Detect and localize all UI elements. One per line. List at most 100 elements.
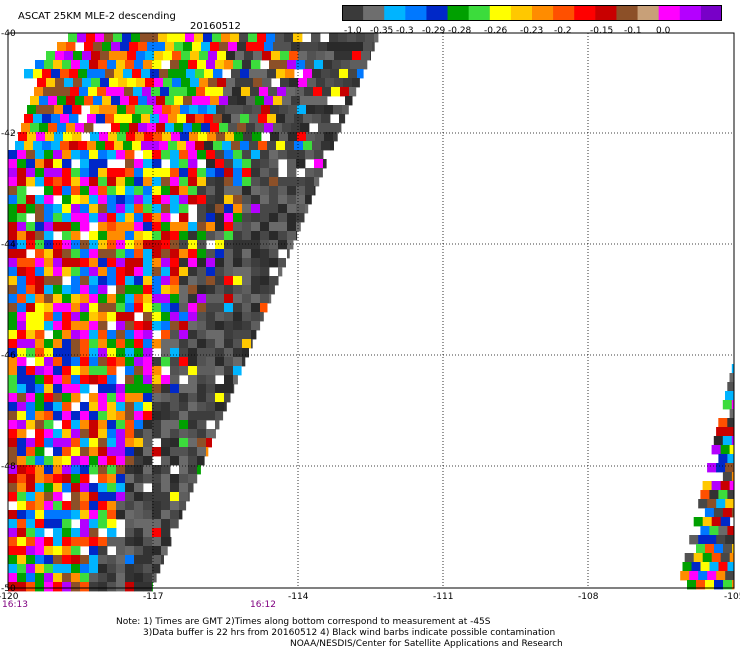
swath-cell bbox=[89, 420, 99, 430]
swath-cell bbox=[8, 276, 18, 286]
swath-cell bbox=[8, 555, 18, 565]
swath-cell bbox=[287, 249, 290, 259]
swath-cell bbox=[62, 258, 72, 268]
swath-cell bbox=[188, 321, 198, 331]
swath-cell bbox=[125, 339, 135, 349]
swath-cell bbox=[53, 258, 63, 268]
swath-cell bbox=[35, 267, 45, 277]
swath-cell bbox=[8, 348, 18, 358]
swath-cell bbox=[159, 141, 169, 151]
swath-cell bbox=[215, 429, 216, 439]
swath-cell bbox=[188, 267, 198, 277]
swath-cell bbox=[207, 132, 217, 142]
swath-cell bbox=[54, 105, 64, 115]
swath-cell bbox=[170, 456, 180, 466]
swath-cell bbox=[179, 321, 189, 331]
swath-cell bbox=[62, 168, 72, 178]
swath-cell bbox=[725, 571, 735, 581]
swath-cell bbox=[314, 60, 324, 70]
swath-cell bbox=[26, 492, 36, 502]
colorbar-swatch bbox=[553, 5, 575, 21]
swath-cell bbox=[98, 384, 108, 394]
swath-cell bbox=[73, 51, 83, 61]
swath-cell bbox=[17, 447, 27, 457]
swath-cell bbox=[215, 366, 225, 376]
swath-cell bbox=[172, 51, 182, 61]
swath-cell bbox=[215, 231, 225, 241]
swath-cell bbox=[224, 222, 234, 232]
swath-cell bbox=[93, 42, 103, 52]
swath-cell bbox=[258, 69, 268, 79]
swath-cell bbox=[71, 474, 81, 484]
swath-cell bbox=[242, 303, 252, 313]
swath-cell bbox=[116, 555, 126, 565]
swath-cell bbox=[197, 330, 207, 340]
colorbar-tick-label: -0.2 bbox=[554, 26, 572, 36]
swath-cell bbox=[44, 231, 54, 241]
swath-cell bbox=[215, 177, 225, 187]
swath-cell bbox=[233, 249, 243, 259]
swath-cell bbox=[26, 231, 36, 241]
swath-cell bbox=[80, 285, 90, 295]
swath-cell bbox=[44, 564, 54, 574]
swath-cell bbox=[215, 348, 225, 358]
swath-cell bbox=[727, 418, 735, 428]
swath-cell bbox=[107, 402, 117, 412]
swath-cell bbox=[71, 276, 81, 286]
swath-cell bbox=[35, 366, 45, 376]
swath-cell bbox=[71, 213, 81, 223]
swath-cell bbox=[261, 105, 271, 115]
swath-cell bbox=[197, 240, 207, 250]
swath-cell bbox=[233, 339, 243, 349]
swath-cell bbox=[179, 258, 189, 268]
swath-cell bbox=[161, 249, 171, 259]
swath-cell bbox=[374, 33, 379, 43]
swath-cell bbox=[108, 132, 118, 142]
swath-cell bbox=[224, 159, 234, 169]
swath-cell bbox=[107, 60, 117, 70]
swath-cell bbox=[80, 537, 90, 547]
swath-cell bbox=[294, 114, 304, 124]
swath-cell bbox=[80, 528, 90, 538]
swath-cell bbox=[210, 123, 220, 133]
swath-cell bbox=[219, 123, 229, 133]
swath-cell bbox=[255, 123, 265, 133]
swath-cell bbox=[134, 177, 144, 187]
swath-cell bbox=[289, 51, 299, 61]
swath-cell bbox=[188, 402, 198, 412]
swath-cell bbox=[197, 384, 207, 394]
swath-cell bbox=[170, 312, 180, 322]
swath-cell bbox=[71, 573, 81, 583]
swath-cell bbox=[138, 42, 148, 52]
swath-cell bbox=[224, 276, 234, 286]
swath-cell bbox=[143, 438, 153, 448]
swath-cell bbox=[161, 258, 171, 268]
swath-cell bbox=[116, 501, 126, 511]
swath-cell bbox=[8, 168, 18, 178]
swath-cell bbox=[142, 87, 152, 97]
swath-cell bbox=[71, 411, 81, 421]
swath-cell bbox=[303, 141, 313, 151]
swath-cell bbox=[152, 492, 162, 502]
swath-cell bbox=[716, 499, 726, 509]
swath-cell bbox=[702, 553, 713, 563]
swath-cell bbox=[125, 231, 135, 241]
swath-cell bbox=[125, 285, 135, 295]
swath-cell bbox=[716, 535, 726, 545]
colorbar-tick-label: -0.15 bbox=[590, 26, 614, 36]
swath-cell bbox=[69, 141, 79, 151]
swath-cell bbox=[152, 393, 162, 403]
swath-cell bbox=[44, 240, 54, 250]
swath-cell bbox=[242, 258, 252, 268]
swath-cell bbox=[17, 546, 27, 556]
swath-cell bbox=[252, 105, 262, 115]
swath-cell bbox=[161, 177, 171, 187]
swath-cell bbox=[152, 177, 162, 187]
swath-cell bbox=[62, 150, 72, 160]
swath-cell bbox=[224, 294, 234, 304]
swath-cell bbox=[152, 213, 162, 223]
swath-cell bbox=[345, 96, 353, 106]
swath-cell bbox=[62, 312, 72, 322]
note-line-2: 3)Data buffer is 22 hrs from 20160512 4)… bbox=[143, 628, 556, 638]
swath-cell bbox=[71, 537, 81, 547]
